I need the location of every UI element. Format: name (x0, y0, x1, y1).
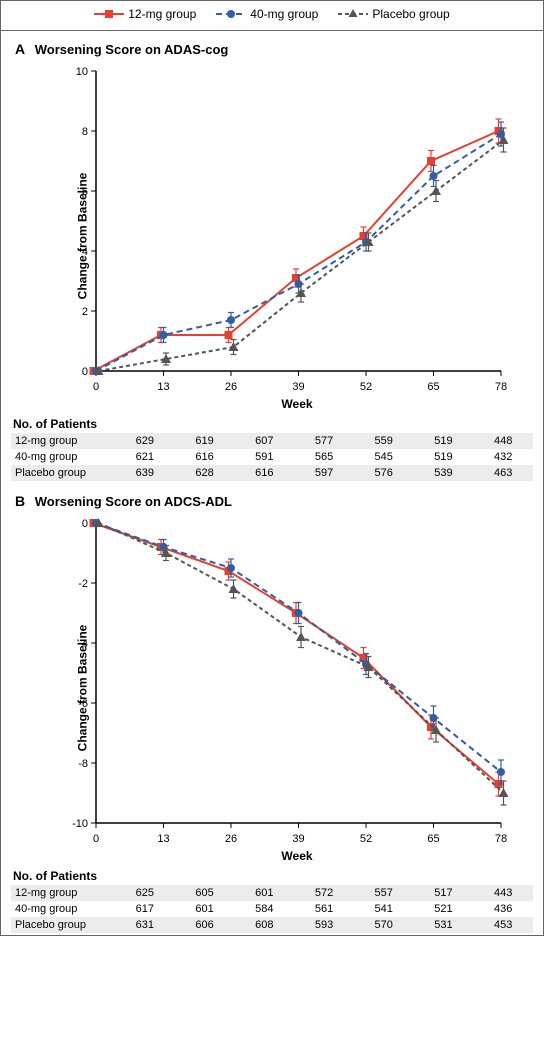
panel-a: A Worsening Score on ADAS-cog Change fro… (1, 31, 543, 483)
panel-a-table: No. of Patients 12-mg group6296196075775… (11, 417, 533, 481)
panel-a-title-text: Worsening Score on ADAS-cog (35, 42, 229, 57)
svg-text:10: 10 (76, 66, 88, 78)
panel-a-chart: Change from Baseline 0246810 01326395265… (61, 61, 533, 411)
legend: 12-mg group 40-mg group Placebo group (1, 1, 543, 31)
panel-b-table-heading: No. of Patients (13, 869, 533, 883)
panel-b-xlabel: Week (61, 849, 533, 863)
svg-text:-10: -10 (72, 818, 88, 830)
legend-item: Placebo group (338, 7, 449, 21)
panel-b-letter: B (15, 493, 25, 509)
table-row: 12-mg group625605601572557517443 (11, 885, 533, 901)
table-row: Placebo group639628616597576539463 (11, 465, 533, 481)
panel-b-ylabel: Change from Baseline (75, 625, 89, 752)
panel-a-table-rows: 12-mg group62961960757755951944840-mg gr… (11, 433, 533, 481)
figure-frame: 12-mg group 40-mg group Placebo group A Wo… (0, 0, 544, 936)
table-row: 40-mg group621616591565545519432 (11, 449, 533, 465)
panel-b-title-text: Worsening Score on ADCS-ADL (35, 494, 232, 509)
svg-text:-8: -8 (78, 758, 88, 770)
svg-text:-2: -2 (78, 578, 88, 590)
table-row: 40-mg group617601584561541521436 (11, 901, 533, 917)
panel-a-xlabel: Week (61, 397, 533, 411)
panel-b-chart: Change from Baseline 0-2-4-6-8-10 013263… (61, 513, 533, 863)
panel-b: B Worsening Score on ADCS-ADL Change fro… (1, 483, 543, 935)
svg-text:2: 2 (82, 306, 88, 318)
panel-b-svg: 0-2-4-6-8-10 (61, 513, 521, 833)
table-row: Placebo group631606608593570531453 (11, 917, 533, 933)
panel-b-title: B Worsening Score on ADCS-ADL (15, 493, 533, 509)
svg-text:0: 0 (82, 518, 88, 530)
panel-a-title: A Worsening Score on ADAS-cog (15, 41, 533, 57)
legend-item: 12-mg group (94, 7, 196, 21)
panel-a-ylabel: Change from Baseline (75, 173, 89, 300)
panel-b-table-rows: 12-mg group62560560157255751744340-mg gr… (11, 885, 533, 933)
panel-a-table-heading: No. of Patients (13, 417, 533, 431)
panel-b-xticks: 0132639526578 (61, 833, 521, 847)
table-row: 12-mg group629619607577559519448 (11, 433, 533, 449)
panel-b-table: No. of Patients 12-mg group6256056015725… (11, 869, 533, 933)
legend-item: 40-mg group (216, 7, 318, 21)
panel-a-svg: 0246810 (61, 61, 521, 381)
panel-a-letter: A (15, 41, 25, 57)
panel-a-xticks: 0132639526578 (61, 381, 521, 395)
svg-text:8: 8 (82, 126, 88, 138)
svg-text:0: 0 (82, 366, 88, 378)
